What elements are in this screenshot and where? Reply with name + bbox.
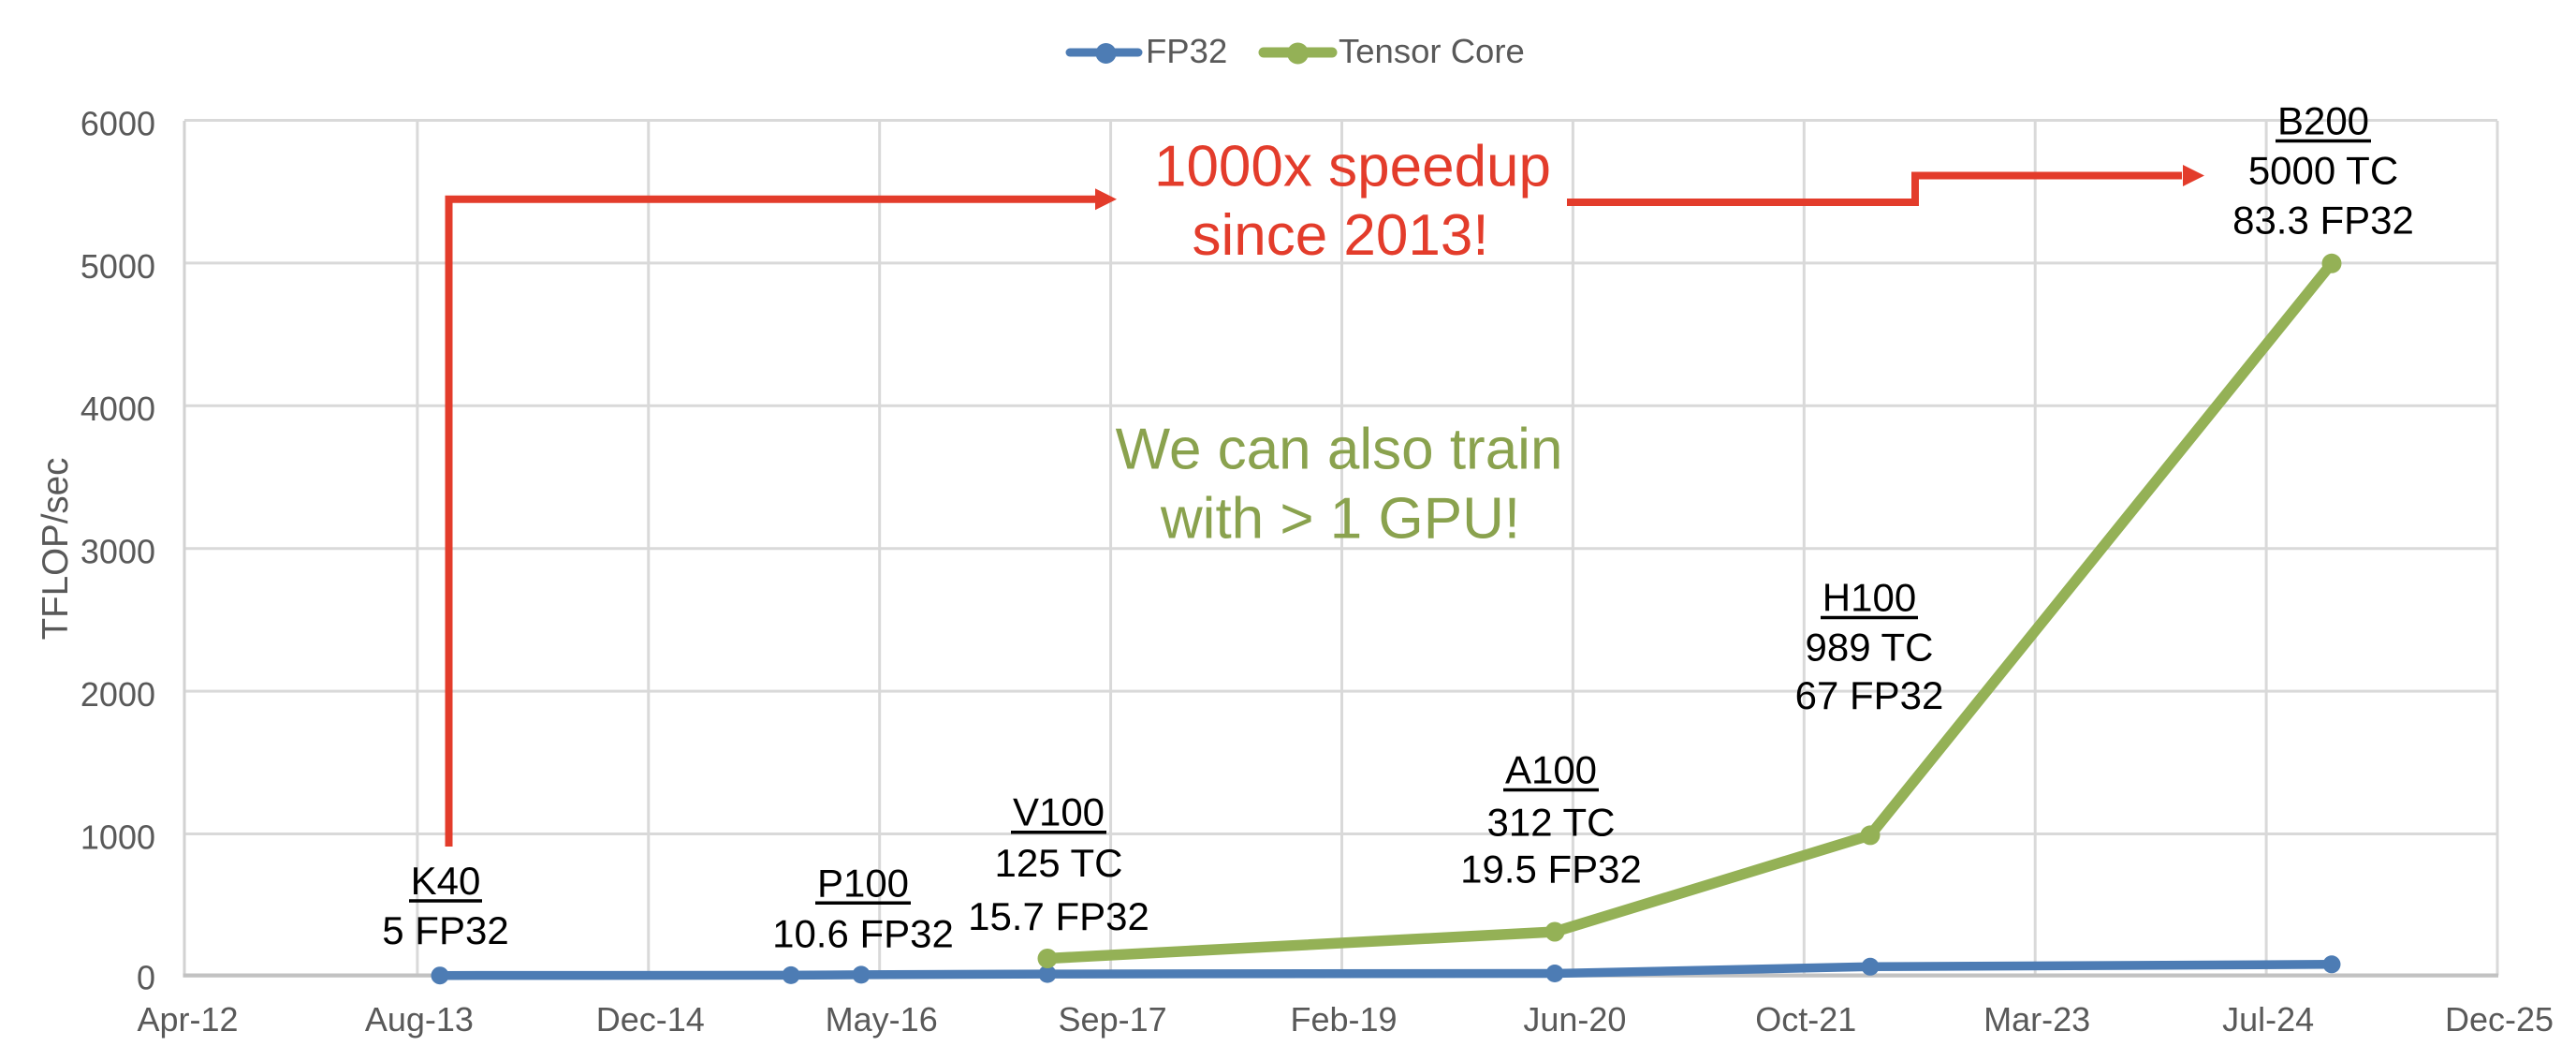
svg-text:Tensor Core: Tensor Core <box>1339 32 1525 70</box>
svg-text:5 FP32: 5 FP32 <box>382 908 508 952</box>
svg-text:Mar-23: Mar-23 <box>1983 1000 2090 1039</box>
svg-text:1000x speedup: 1000x speedup <box>1154 135 1551 199</box>
svg-text:with > 1 GPU!: with > 1 GPU! <box>1160 486 1520 551</box>
svg-text:Sep-17: Sep-17 <box>1059 1000 1167 1039</box>
svg-text:P100: P100 <box>817 861 909 905</box>
svg-text:Feb-19: Feb-19 <box>1290 1000 1397 1039</box>
svg-text:5000: 5000 <box>80 247 155 286</box>
svg-text:since 2013!: since 2013! <box>1192 203 1488 268</box>
svg-text:10.6 FP32: 10.6 FP32 <box>772 912 954 956</box>
svg-text:4000: 4000 <box>80 390 155 428</box>
svg-text:Jun-20: Jun-20 <box>1523 1000 1626 1039</box>
svg-text:TFLOP/sec: TFLOP/sec <box>36 458 76 641</box>
svg-text:5000 TC: 5000 TC <box>2248 149 2398 193</box>
svg-text:K40: K40 <box>411 859 481 903</box>
svg-text:Apr-12: Apr-12 <box>137 1000 238 1039</box>
svg-text:2000: 2000 <box>80 675 155 714</box>
svg-text:A100: A100 <box>1505 748 1597 792</box>
svg-text:19.5 FP32: 19.5 FP32 <box>1460 847 1642 892</box>
svg-text:Aug-13: Aug-13 <box>365 1000 474 1039</box>
svg-text:125 TC: 125 TC <box>995 841 1123 885</box>
svg-text:V100: V100 <box>1013 790 1105 834</box>
svg-text:67 FP32: 67 FP32 <box>1795 673 1944 717</box>
svg-text:Jul-24: Jul-24 <box>2222 1000 2314 1039</box>
svg-text:3000: 3000 <box>80 533 155 571</box>
svg-text:83.3 FP32: 83.3 FP32 <box>2232 199 2414 243</box>
svg-text:312 TC: 312 TC <box>1487 801 1616 845</box>
svg-text:May-16: May-16 <box>826 1000 938 1039</box>
svg-text:Dec-14: Dec-14 <box>596 1000 705 1039</box>
svg-text:1000: 1000 <box>80 818 155 856</box>
svg-text:H100: H100 <box>1822 576 1916 620</box>
svg-text:FP32: FP32 <box>1146 32 1227 70</box>
svg-text:Dec-25: Dec-25 <box>2445 1000 2554 1039</box>
svg-text:15.7 FP32: 15.7 FP32 <box>968 894 1149 938</box>
svg-text:B200: B200 <box>2277 99 2369 143</box>
svg-text:We can also train: We can also train <box>1116 417 1563 481</box>
svg-text:0: 0 <box>137 959 155 997</box>
svg-text:Oct-21: Oct-21 <box>1755 1000 1856 1039</box>
svg-text:989 TC: 989 TC <box>1806 626 1934 670</box>
svg-text:6000: 6000 <box>80 104 155 142</box>
